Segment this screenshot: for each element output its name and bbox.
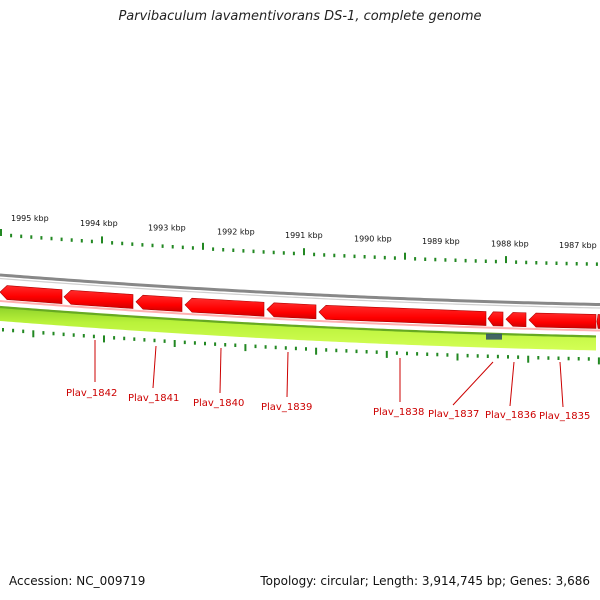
- gene-arrow[interactable]: [528, 312, 597, 329]
- gene-arrow[interactable]: [318, 305, 487, 326]
- gene-label[interactable]: Plav_1837: [428, 409, 479, 420]
- gene-labels: Plav_1842 Plav_1841 Plav_1840 Plav_1839 Plav…: [66, 340, 590, 422]
- gene-arrow[interactable]: [135, 294, 183, 312]
- kbp-label: 1993 kbp: [148, 224, 186, 233]
- gene-label[interactable]: Plav_1839: [261, 402, 312, 413]
- gene-track: [0, 285, 600, 340]
- kbp-label: 1989 kbp: [422, 237, 460, 246]
- gene-arrow[interactable]: [505, 312, 527, 328]
- accession-text: Accession: NC_009719: [9, 574, 146, 588]
- gene-arrow[interactable]: [63, 289, 134, 309]
- gene-label[interactable]: Plav_1841: [128, 393, 179, 404]
- map-title: Parvibaculum lavamentivorans DS-1, compl…: [118, 9, 482, 24]
- gene-label[interactable]: Plav_1835: [539, 411, 590, 422]
- outer-tick-marks: [0, 229, 598, 266]
- kbp-label: 1995 kbp: [11, 214, 49, 223]
- kbp-label: 1988 kbp: [491, 239, 529, 248]
- gene-label[interactable]: Plav_1840: [193, 398, 244, 409]
- gene-arrow[interactable]: [596, 314, 600, 329]
- gene-arrow[interactable]: [184, 297, 265, 317]
- kbp-label: 1987 kbp: [559, 241, 597, 250]
- gene-arrow[interactable]: [266, 302, 317, 320]
- gene-arrow[interactable]: [487, 311, 504, 327]
- gene-arrow[interactable]: [0, 285, 63, 304]
- kbp-label: 1990 kbp: [354, 234, 392, 243]
- kbp-label: 1994 kbp: [80, 219, 118, 228]
- inner-tick-marks: [2, 328, 600, 365]
- kbp-scale-labels: 1995 kbp 1994 kbp 1993 kbp 1992 kbp 1991 kbp…: [11, 214, 597, 250]
- genome-backbone: [0, 273, 600, 309]
- genome-summary-text: Topology: circular; Length: 3,914,745 bp…: [260, 574, 590, 588]
- gene-label[interactable]: Plav_1836: [485, 410, 536, 421]
- gene-label[interactable]: Plav_1842: [66, 388, 117, 399]
- kbp-label: 1992 kbp: [217, 228, 255, 237]
- kbp-label: 1991 kbp: [285, 231, 323, 240]
- gene-label[interactable]: Plav_1838: [373, 407, 424, 418]
